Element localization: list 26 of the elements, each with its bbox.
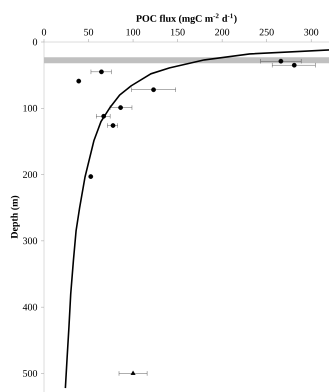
x-tick-label: 0 xyxy=(42,28,46,36)
point xyxy=(110,123,116,128)
x-tick-label: 200 xyxy=(215,28,230,36)
point xyxy=(101,114,106,119)
point xyxy=(99,69,104,74)
point xyxy=(292,62,297,68)
x-tick-label: 250 xyxy=(260,28,274,36)
point xyxy=(278,58,284,64)
y-tick-label: 0 xyxy=(32,38,38,46)
point xyxy=(118,105,123,110)
point xyxy=(151,87,156,92)
x-tick-label: 100 xyxy=(126,28,140,36)
y-tick-label: 100 xyxy=(23,104,38,112)
point xyxy=(88,174,94,179)
x-tick-label: 150 xyxy=(170,28,185,36)
point xyxy=(130,370,136,375)
point xyxy=(76,78,82,84)
y-axis-title: Depth (m) xyxy=(10,196,20,239)
y-tick-label: 500 xyxy=(23,370,38,377)
y-tick-label: 300 xyxy=(23,238,38,244)
x-tick-label: 50 xyxy=(84,28,94,36)
line-series xyxy=(64,49,330,389)
y-tick-label: 200 xyxy=(22,171,38,178)
x-tick-label: 300 xyxy=(304,28,318,36)
text: POC flux (mgC m$^{-2}$ d$^{-1}$) xyxy=(136,14,237,24)
y-tick-label: 400 xyxy=(22,304,38,311)
